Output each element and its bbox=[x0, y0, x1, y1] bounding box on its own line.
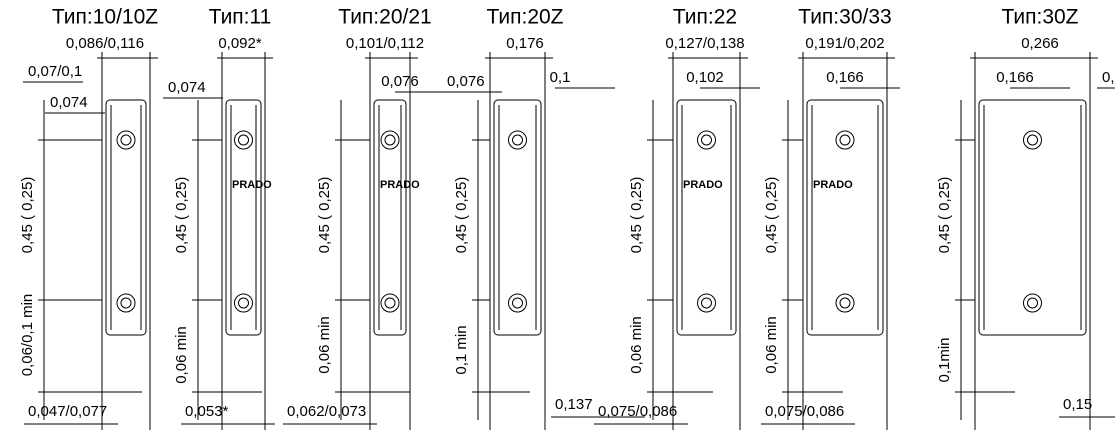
pipe-connection bbox=[120, 134, 132, 146]
overall-width: 0,092* bbox=[218, 35, 262, 52]
pipe-connection bbox=[234, 130, 253, 150]
height-label: 0,45 ( 0,25) bbox=[936, 177, 953, 254]
pipe-connection bbox=[384, 297, 396, 309]
bottom-dim: 0,075/0,086 bbox=[765, 403, 844, 420]
bottom-dim: 0,062/0,073 bbox=[287, 403, 366, 420]
min-label: 0,06 min bbox=[628, 316, 645, 374]
pipe-connection bbox=[384, 134, 396, 146]
height-label: 0,45 ( 0,25) bbox=[19, 177, 36, 254]
radiator-body bbox=[373, 99, 407, 336]
height-label: 0,45 ( 0,25) bbox=[763, 177, 780, 254]
pipe-connection bbox=[120, 297, 132, 309]
height-label: 0,45 ( 0,25) bbox=[173, 177, 190, 254]
bottom-dim: 0,15 bbox=[1063, 396, 1092, 413]
panel-title: Тип:20Z bbox=[486, 6, 563, 29]
radiator-body bbox=[978, 99, 1087, 336]
dim-label: 0,1 bbox=[550, 69, 571, 86]
pipe-connection bbox=[1023, 293, 1042, 313]
pipe-connection bbox=[1027, 134, 1038, 146]
min-label: 0,1 min bbox=[453, 325, 470, 374]
panel-title: Тип:11 bbox=[209, 6, 272, 29]
pipe-connection bbox=[116, 293, 136, 313]
overall-width: 0,101/0,112 bbox=[346, 35, 424, 52]
pipe-connection bbox=[1023, 130, 1042, 150]
overall-width: 0,191/0,202 bbox=[805, 35, 884, 52]
pipe-connection bbox=[839, 134, 851, 146]
overall-width: 0,086/0,116 bbox=[66, 35, 144, 52]
bottom-dim: 0,075/0,086 bbox=[598, 403, 677, 420]
bottom-dim: 0,053* bbox=[185, 403, 229, 420]
height-label: 0,45 ( 0,25) bbox=[316, 177, 333, 254]
overall-width: 0,266 bbox=[1021, 35, 1059, 52]
brand-label: PRADO bbox=[380, 179, 420, 191]
panel-title: Тип:20/21 bbox=[338, 6, 431, 29]
pipe-connection bbox=[234, 293, 253, 313]
dim-label: 0,102 bbox=[686, 69, 724, 86]
panel-title: Тип:30/33 bbox=[798, 6, 891, 29]
min-label: 0,06/0,1 min bbox=[19, 294, 36, 377]
radiator-body bbox=[225, 99, 262, 336]
radiator-body bbox=[806, 99, 884, 336]
dim-label: 0,07/0,1 bbox=[28, 63, 82, 80]
pipe-connection bbox=[1027, 297, 1038, 309]
dim-label: 0,076 bbox=[381, 73, 419, 90]
pipe-connection bbox=[701, 134, 712, 146]
radiator-body bbox=[105, 99, 147, 336]
pipe-connection bbox=[839, 297, 851, 309]
pipe-connection bbox=[835, 293, 855, 313]
dim-label: 0,166 bbox=[826, 69, 864, 86]
pipe-connection bbox=[238, 134, 249, 146]
dim-label: 0,076 bbox=[447, 73, 485, 90]
min-label: 0,06 min bbox=[173, 326, 190, 384]
pipe-connection bbox=[116, 130, 136, 150]
brand-label: PRADO bbox=[232, 179, 272, 191]
panel-title: Тип:30Z bbox=[1001, 6, 1078, 29]
dim-label: 0,074 bbox=[50, 94, 88, 111]
dim-label: 0,1 bbox=[1102, 69, 1115, 86]
min-label: 0,06 min bbox=[316, 316, 333, 374]
pipe-connection bbox=[238, 297, 249, 309]
overall-width: 0,127/0,138 bbox=[665, 35, 744, 52]
panel-title: Тип:10/10Z bbox=[52, 6, 158, 29]
pipe-connection bbox=[512, 297, 523, 309]
pipe-connection bbox=[697, 130, 716, 150]
overall-width: 0,176 bbox=[506, 35, 544, 52]
pipe-connection bbox=[508, 130, 527, 150]
pipe-connection bbox=[380, 293, 400, 313]
pipe-connection bbox=[835, 130, 855, 150]
min-label: 0,06 min bbox=[763, 316, 780, 374]
brand-label: PRADO bbox=[813, 179, 853, 191]
bottom-dim: 0,047/0,077 bbox=[28, 403, 107, 420]
panel-title: Тип:22 bbox=[673, 6, 737, 29]
radiator-body bbox=[493, 99, 542, 336]
height-label: 0,45 ( 0,25) bbox=[628, 177, 645, 254]
min-label: 0,1min bbox=[936, 337, 953, 382]
dim-label: 0,074 bbox=[168, 79, 206, 96]
radiator-body bbox=[676, 99, 737, 336]
pipe-connection bbox=[508, 293, 527, 313]
pipe-connection bbox=[701, 297, 712, 309]
dim-label: 0,166 bbox=[996, 69, 1034, 86]
pipe-connection bbox=[697, 293, 716, 313]
pipe-connection bbox=[380, 130, 400, 150]
bottom-dim: 0,137 bbox=[555, 396, 593, 413]
height-label: 0,45 ( 0,25) bbox=[453, 177, 470, 254]
brand-label: PRADO bbox=[683, 179, 723, 191]
pipe-connection bbox=[512, 134, 523, 146]
